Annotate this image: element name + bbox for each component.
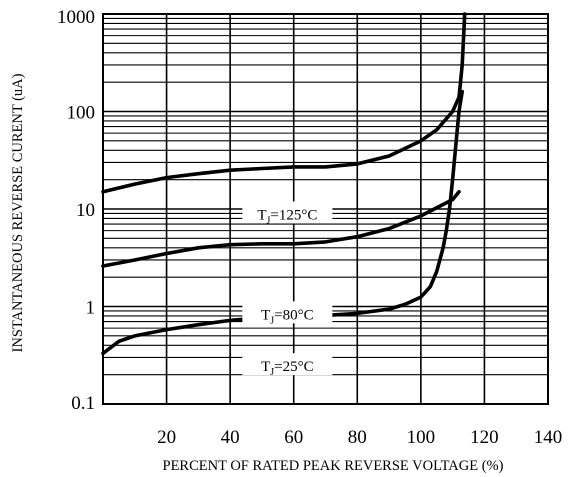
y-tick-labels: 0.1 1 10 100 1000 (57, 7, 95, 414)
y-tick-label: 10 (76, 200, 95, 221)
series-line-2 (101, 89, 464, 356)
x-tick-label: 80 (348, 427, 367, 448)
series-line-1 (101, 190, 461, 268)
y-tick-label: 0.1 (71, 393, 95, 414)
x-tick-label: 20 (157, 427, 176, 448)
series-group (101, 12, 467, 356)
series-label-text: TJ=80°C (261, 307, 314, 326)
x-tick-label: 100 (407, 427, 436, 448)
y-tick-label: 1 (86, 298, 96, 319)
series-label-bg (242, 353, 333, 376)
y-tick-label: 100 (67, 103, 96, 124)
x-tick-label: 140 (534, 427, 563, 448)
series-labels: TJ=125°C TJ=80°C TJ=25°C (242, 201, 333, 378)
x-tick-label: 120 (470, 427, 499, 448)
x-tick-label: 40 (221, 427, 240, 448)
y-tick-label: 1000 (57, 7, 95, 28)
series-label-0: TJ=125°C (242, 201, 333, 226)
series-label-text: TJ=25°C (261, 359, 314, 378)
y-axis-label: INSTANTANEOUS REVERSE CURENT (uA) (10, 73, 26, 352)
series-line-0 (101, 12, 467, 194)
series-label-bg (242, 301, 333, 324)
plot-frame (102, 13, 549, 405)
series-label-1: TJ=80°C (242, 301, 333, 326)
x-axis-label: PERCENT OF RATED PEAK REVERSE VOLTAGE (%… (163, 458, 504, 474)
series-label-text: TJ=125°C (257, 207, 317, 226)
x-tick-label: 60 (284, 427, 303, 448)
x-tick-labels: 20 40 60 80 100 120 140 (157, 427, 562, 448)
series-label-2: TJ=25°C (242, 353, 333, 378)
series-label-bg (242, 201, 333, 224)
